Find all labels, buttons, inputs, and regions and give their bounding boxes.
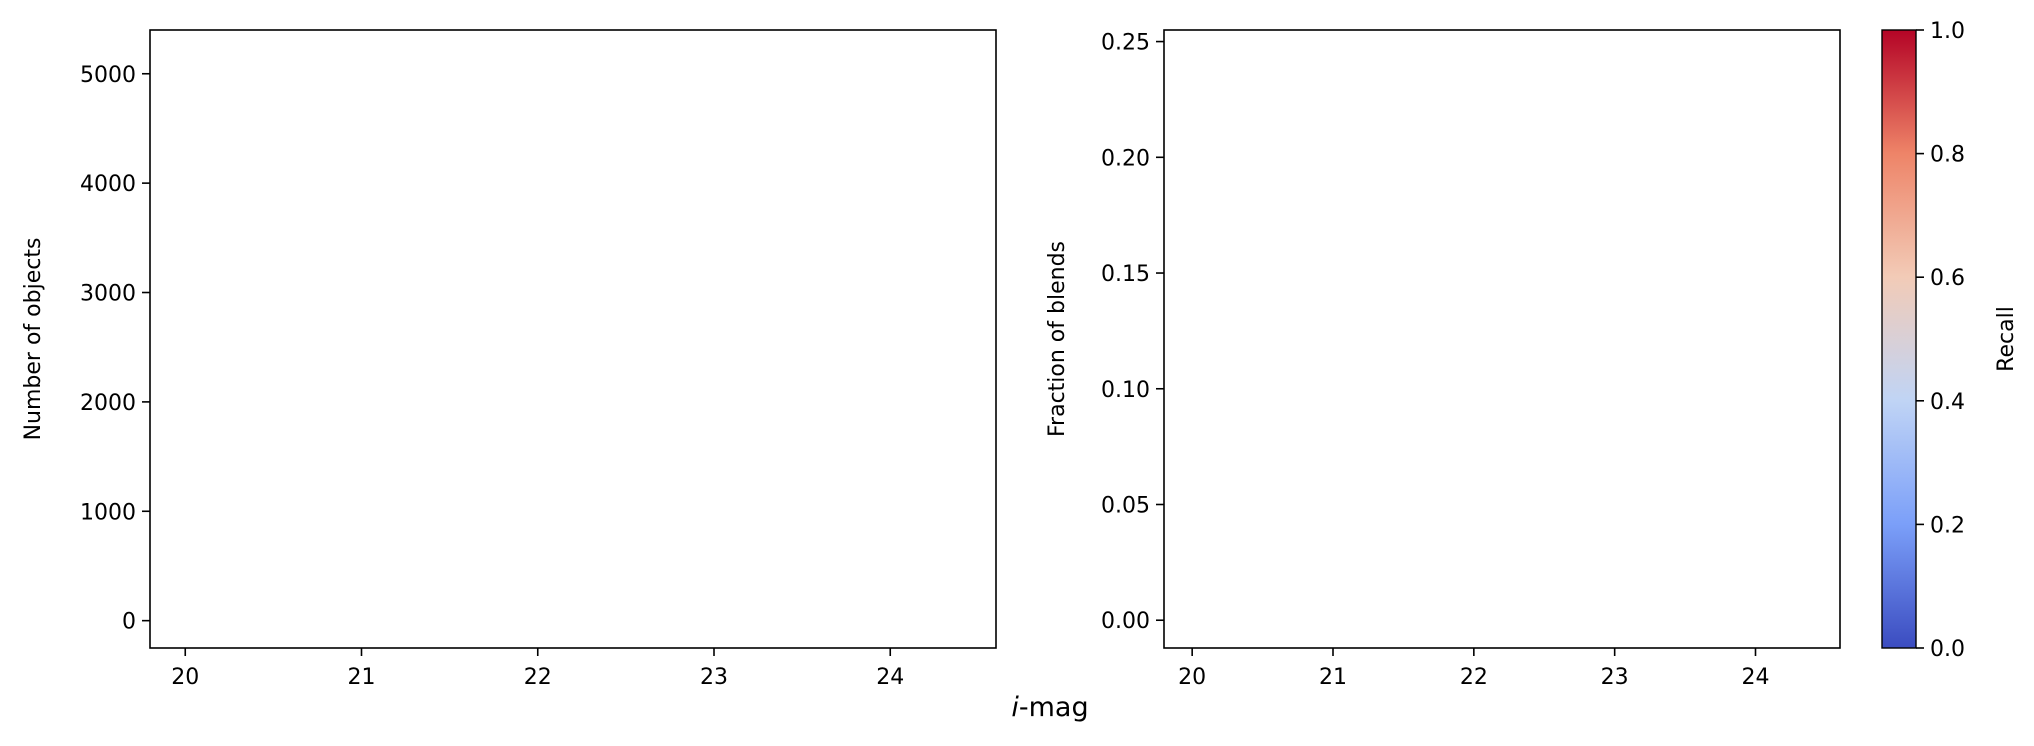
colorbar-tick-label: 0.6	[1930, 266, 1965, 291]
left-chart-y-tick: 1000	[80, 500, 150, 525]
left-chart-y-tick: 5000	[80, 63, 150, 88]
right-chart-y-tick-label: 0.10	[1101, 378, 1150, 403]
left-chart-x-tick-label: 23	[700, 665, 728, 690]
left-chart-x-tick: 20	[171, 648, 199, 690]
right-chart-x-tick-label: 21	[1319, 665, 1347, 690]
left-chart-y-tick-label: 0	[122, 610, 136, 635]
colorbar-bar	[1881, 29, 1917, 649]
left-chart-y-tick: 2000	[80, 391, 150, 416]
right-chart-y-tick-label: 0.00	[1101, 609, 1150, 634]
colorbar: 0.0 0.2 0.4 0.6 0.8 1.0 Recall	[1881, 19, 2019, 662]
right-chart-x-tick-label: 23	[1601, 665, 1629, 690]
right-chart-x-tick-label: 22	[1460, 665, 1488, 690]
left-chart-x-tick-label: 24	[876, 665, 904, 690]
right-chart-y-tick-label: 0.15	[1101, 262, 1150, 287]
left-chart-y-tick-label: 1000	[80, 500, 136, 525]
right-chart-y-tick: 0.15	[1101, 262, 1164, 287]
right-chart-x-tick-label: 24	[1742, 665, 1770, 690]
right-chart-y-tick-label: 0.25	[1101, 31, 1150, 56]
colorbar-tick: 0.6	[1916, 266, 1965, 291]
right-chart-y-tick: 0.05	[1101, 493, 1164, 518]
right-chart: 20 21 22 23 24 0.00 0.05 0.10 0.15 0.20 0.25 Frac…	[1045, 29, 1841, 690]
colorbar-tick-label: 0.2	[1930, 513, 1965, 538]
right-chart-y-tick-label: 0.05	[1101, 493, 1150, 518]
right-chart-y-tick-label: 0.20	[1101, 146, 1150, 171]
left-chart-x-tick: 22	[524, 648, 552, 690]
colorbar-tick: 0.2	[1916, 513, 1965, 538]
left-chart: 20 21 22 23 24 0 1000 2000 3000 4000 5000 Number …	[21, 29, 997, 690]
left-chart-y-tick: 3000	[80, 282, 150, 307]
left-chart-x-tick-label: 22	[524, 665, 552, 690]
left-chart-x-tick: 23	[700, 648, 728, 690]
left-chart-x-ticks: 20 21 22 23 24	[171, 648, 904, 690]
right-chart-x-tick: 23	[1601, 648, 1629, 690]
shared-xlabel: i-mag	[1011, 692, 1088, 723]
colorbar-tick-label: 1.0	[1930, 19, 1965, 44]
left-chart-frame	[149, 29, 997, 649]
left-chart-y-tick-label: 4000	[80, 172, 136, 197]
left-chart-x-tick-label: 21	[348, 665, 376, 690]
colorbar-tick: 0.0	[1916, 637, 1965, 662]
right-chart-y-tick: 0.00	[1101, 609, 1164, 634]
left-chart-y-ticks: 0 1000 2000 3000 4000 5000	[80, 63, 150, 635]
left-chart-y-tick-label: 5000	[80, 63, 136, 88]
left-chart-y-tick-label: 2000	[80, 391, 136, 416]
right-chart-y-tick: 0.10	[1101, 378, 1164, 403]
colorbar-label: Recall	[1994, 306, 2019, 372]
left-chart-y-tick: 4000	[80, 172, 150, 197]
right-chart-y-ticks: 0.00 0.05 0.10 0.15 0.20 0.25	[1101, 31, 1164, 634]
shared-xlabel-suffix: -mag	[1019, 692, 1089, 723]
right-chart-x-tick-label: 20	[1178, 665, 1206, 690]
colorbar-tick: 0.4	[1916, 390, 1965, 415]
colorbar-tick-label: 0.4	[1930, 390, 1965, 415]
left-chart-x-tick-label: 20	[171, 665, 199, 690]
colorbar-tick-label: 0.8	[1930, 143, 1965, 168]
right-chart-y-tick: 0.20	[1101, 146, 1164, 171]
colorbar-tick: 1.0	[1916, 19, 1965, 44]
colorbar-ticks: 0.0 0.2 0.4 0.6 0.8 1.0	[1916, 19, 1965, 662]
left-chart-x-tick: 21	[348, 648, 376, 690]
shared-xlabel-prefix: i	[1011, 692, 1019, 723]
left-chart-y-tick-label: 3000	[80, 282, 136, 307]
left-chart-y-tick: 0	[122, 610, 150, 635]
right-chart-x-tick: 24	[1742, 648, 1770, 690]
colorbar-tick-label: 0.0	[1930, 637, 1965, 662]
colorbar-tick: 0.8	[1916, 143, 1965, 168]
right-chart-x-tick: 21	[1319, 648, 1347, 690]
right-chart-x-tick: 20	[1178, 648, 1206, 690]
left-chart-x-tick: 24	[876, 648, 904, 690]
right-chart-y-tick: 0.25	[1101, 31, 1164, 56]
right-chart-x-tick: 22	[1460, 648, 1488, 690]
left-chart-ylabel: Number of objects	[21, 238, 46, 441]
right-chart-frame	[1163, 29, 1841, 649]
right-chart-x-ticks: 20 21 22 23 24	[1178, 648, 1770, 690]
right-chart-ylabel: Fraction of blends	[1045, 241, 1070, 437]
